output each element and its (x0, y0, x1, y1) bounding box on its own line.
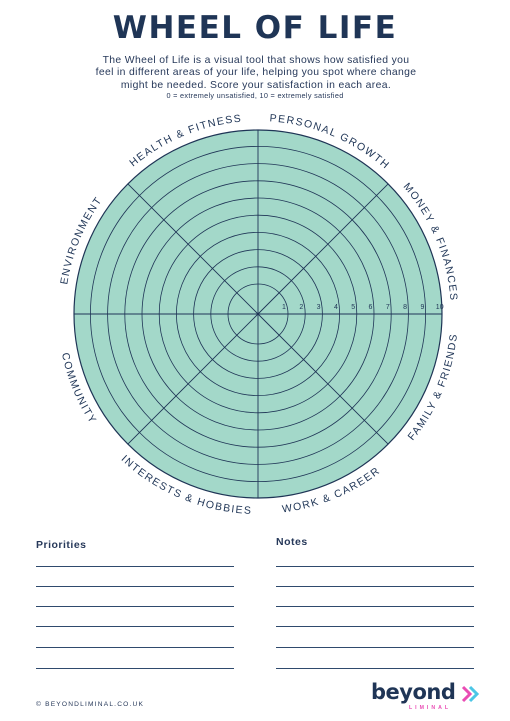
priorities-line[interactable] (36, 586, 234, 587)
scale-note: 0 = extremely unsatisfied, 10 = extremel… (166, 91, 344, 100)
wheel-spoke (127, 313, 259, 445)
scale-number: 5 (351, 304, 355, 311)
wheel-spoke (257, 313, 389, 445)
scale-number: 6 (369, 304, 373, 311)
copyright-text: © BEYONDLIMINAL.CO.UK (36, 701, 145, 708)
logo-subtext: LIMINAL (409, 705, 452, 711)
scale-number: 1 (282, 304, 286, 311)
notes-line[interactable] (276, 626, 474, 627)
page-title: WHEEL OF LIFE (112, 10, 398, 46)
beyond-liminal-logo: beyond LIMINAL (371, 680, 481, 712)
priorities-line[interactable] (36, 647, 234, 648)
intro-paragraph: The Wheel of Life is a visual tool that … (95, 55, 417, 91)
notes-line[interactable] (276, 566, 474, 567)
scale-number: 10 (436, 304, 444, 311)
priorities-line[interactable] (36, 566, 234, 567)
scale-number: 7 (386, 304, 390, 311)
notes-line[interactable] (276, 606, 474, 607)
logo-wordmark: beyond (371, 680, 456, 704)
scale-number: 3 (317, 304, 321, 311)
scale-number: 4 (334, 304, 338, 311)
notes-line[interactable] (276, 647, 474, 648)
notes-line[interactable] (276, 586, 474, 587)
wheel-base (73, 129, 443, 499)
priorities-line[interactable] (36, 626, 234, 627)
scale-number: 9 (420, 304, 424, 311)
scale-numbers: 1 2 3 4 5 6 7 8 9 10 (282, 304, 444, 311)
scale-number: 2 (299, 304, 303, 311)
notes-title: Notes (276, 536, 308, 548)
double-chevron-icon (461, 685, 480, 703)
priorities-line[interactable] (36, 606, 234, 607)
wheel-spoke (127, 183, 259, 315)
priorities-title: Priorities (36, 539, 87, 551)
priorities-line[interactable] (36, 668, 234, 669)
wheel-spoke (257, 183, 389, 315)
scale-number: 8 (403, 304, 407, 311)
notes-line[interactable] (276, 668, 474, 669)
